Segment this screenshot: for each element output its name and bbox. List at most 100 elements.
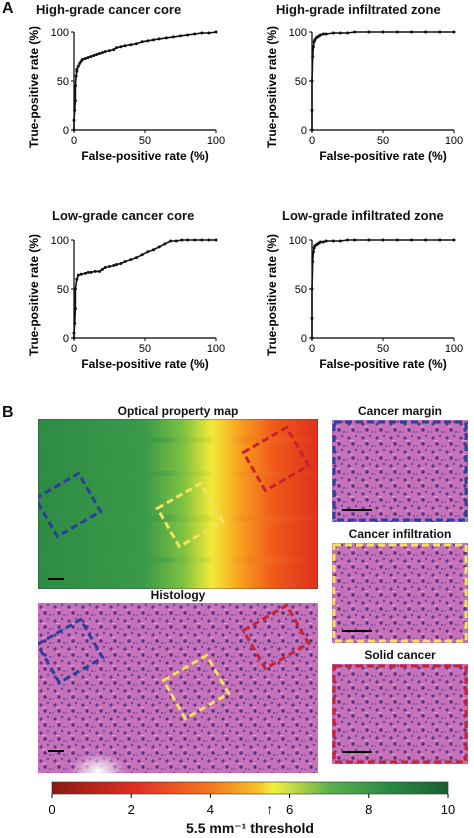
roc-point [86,55,90,59]
panel-a-label: A [2,0,14,17]
x-tick-label: 0 [309,135,315,147]
roc-chart-3: 0 50 100 0 50 100 False-positive rate (%) True-… [27,234,225,371]
thumb-title-infiltration: Cancer infiltration [348,527,452,541]
roc-point [129,258,133,262]
roc-chart-4: 0 50 100 0 50 100 False-positive rate (%) True-… [265,234,463,371]
roc-point [157,245,161,249]
roc-point [140,40,144,44]
x-tick-label: 0 [71,135,77,147]
roc-point [207,238,211,242]
roc-point [108,49,111,53]
roc-point [311,45,315,49]
roc-point [98,269,102,273]
x-tick-label: 100 [445,343,463,355]
thumb-solid-cancer [332,664,468,764]
thumb-cancer-infiltration [332,543,468,643]
x-tick-label: 100 [207,343,225,355]
roc-point [73,108,77,112]
roc-point [381,238,385,242]
colorbar-gradient [51,781,449,795]
roc-point [72,331,76,335]
roc-point [310,287,314,291]
optical-map-title: Optical property map [117,404,239,418]
roc-point [200,31,204,35]
roc-point [93,269,97,273]
roc-point [409,30,413,34]
roc-point [134,42,138,46]
map-roi-red [241,425,311,493]
roc-point [353,30,357,34]
roc-point [331,239,335,243]
roc-point [115,263,119,266]
threshold-label: 5.5 mm⁻¹ threshold [186,820,314,836]
y-tick-label: 0 [63,125,69,137]
roc-chart-1: 0 50 100 0 50 100 False-positive rate (%) True-… [27,26,225,163]
roc-point [73,287,77,291]
colorbar: 0 2 4 6 8 10 ↑ 5.5 mm⁻¹ threshold [48,781,455,836]
roc-point [129,43,133,47]
y-axis-label: True-positive rate (%) [265,234,279,356]
roc-point [346,31,349,35]
roc-point [98,52,102,56]
x-tick-label: 50 [139,135,151,147]
colorbar-tick-label: 6 [286,802,293,817]
roc-point [112,263,116,267]
roc-point [76,273,80,277]
roc-point [324,32,328,36]
roc-point [424,30,428,34]
roc-point [395,30,399,34]
roc-chart-2: 0 50 100 0 50 100 False-positive rate (%) True-… [265,26,463,163]
roc-point [310,316,314,320]
roc-point [119,45,123,49]
colorbar-tick-label: 2 [128,802,135,817]
histology-roi-red [241,603,311,671]
roc-point [89,55,93,58]
y-axis-label: True-positive rate (%) [27,234,41,356]
roc-point [169,239,173,243]
x-tick-label: 50 [139,343,151,355]
roc-point [81,57,85,61]
y-tick-label: 100 [289,27,307,39]
histology-image [38,603,318,773]
roc-point [395,238,399,242]
histology-roi-yellow [161,653,231,721]
x-axis-label: False-positive rate (%) [81,149,208,163]
roc-point [108,264,111,268]
y-tick-label: 0 [301,125,307,137]
roc-point [123,260,127,264]
histology-title: Histology [150,588,206,602]
roc-point [83,271,87,275]
roc-point [324,239,328,243]
roc-point [76,64,80,68]
map-roi-yellow [155,481,225,549]
colorbar-tick-label: 0 [48,802,55,817]
roc-point [424,238,428,242]
x-axis-label: False-positive rate (%) [319,149,446,163]
roc-point [134,256,138,260]
x-tick-label: 100 [207,135,225,147]
histology-roi-blue [38,617,105,685]
roc-curve [73,239,216,338]
roc-point [140,253,144,257]
thumb-title-solid: Solid cancer [364,648,436,662]
roc-point [319,240,323,244]
roc-point [310,108,314,112]
roc-point [115,46,119,50]
roc-point [193,32,197,36]
y-axis-label: True-positive rate (%) [265,26,279,148]
threshold-arrow-icon: ↑ [266,801,273,817]
colorbar-tick-label: 8 [365,802,372,817]
roc-point [146,39,150,43]
roc-point [163,242,167,246]
roc-title-4: Low-grade infiltrated zone [282,208,444,223]
roc-point [157,37,161,41]
map-roi-blue [38,471,103,539]
roc-point [72,118,76,122]
x-tick-label: 50 [377,135,389,147]
roc-point [83,56,87,60]
roc-point [310,336,314,340]
x-axis-label: False-positive rate (%) [319,357,446,371]
roc-point [180,238,184,242]
roc-point [367,238,371,242]
roc-point [152,38,156,42]
